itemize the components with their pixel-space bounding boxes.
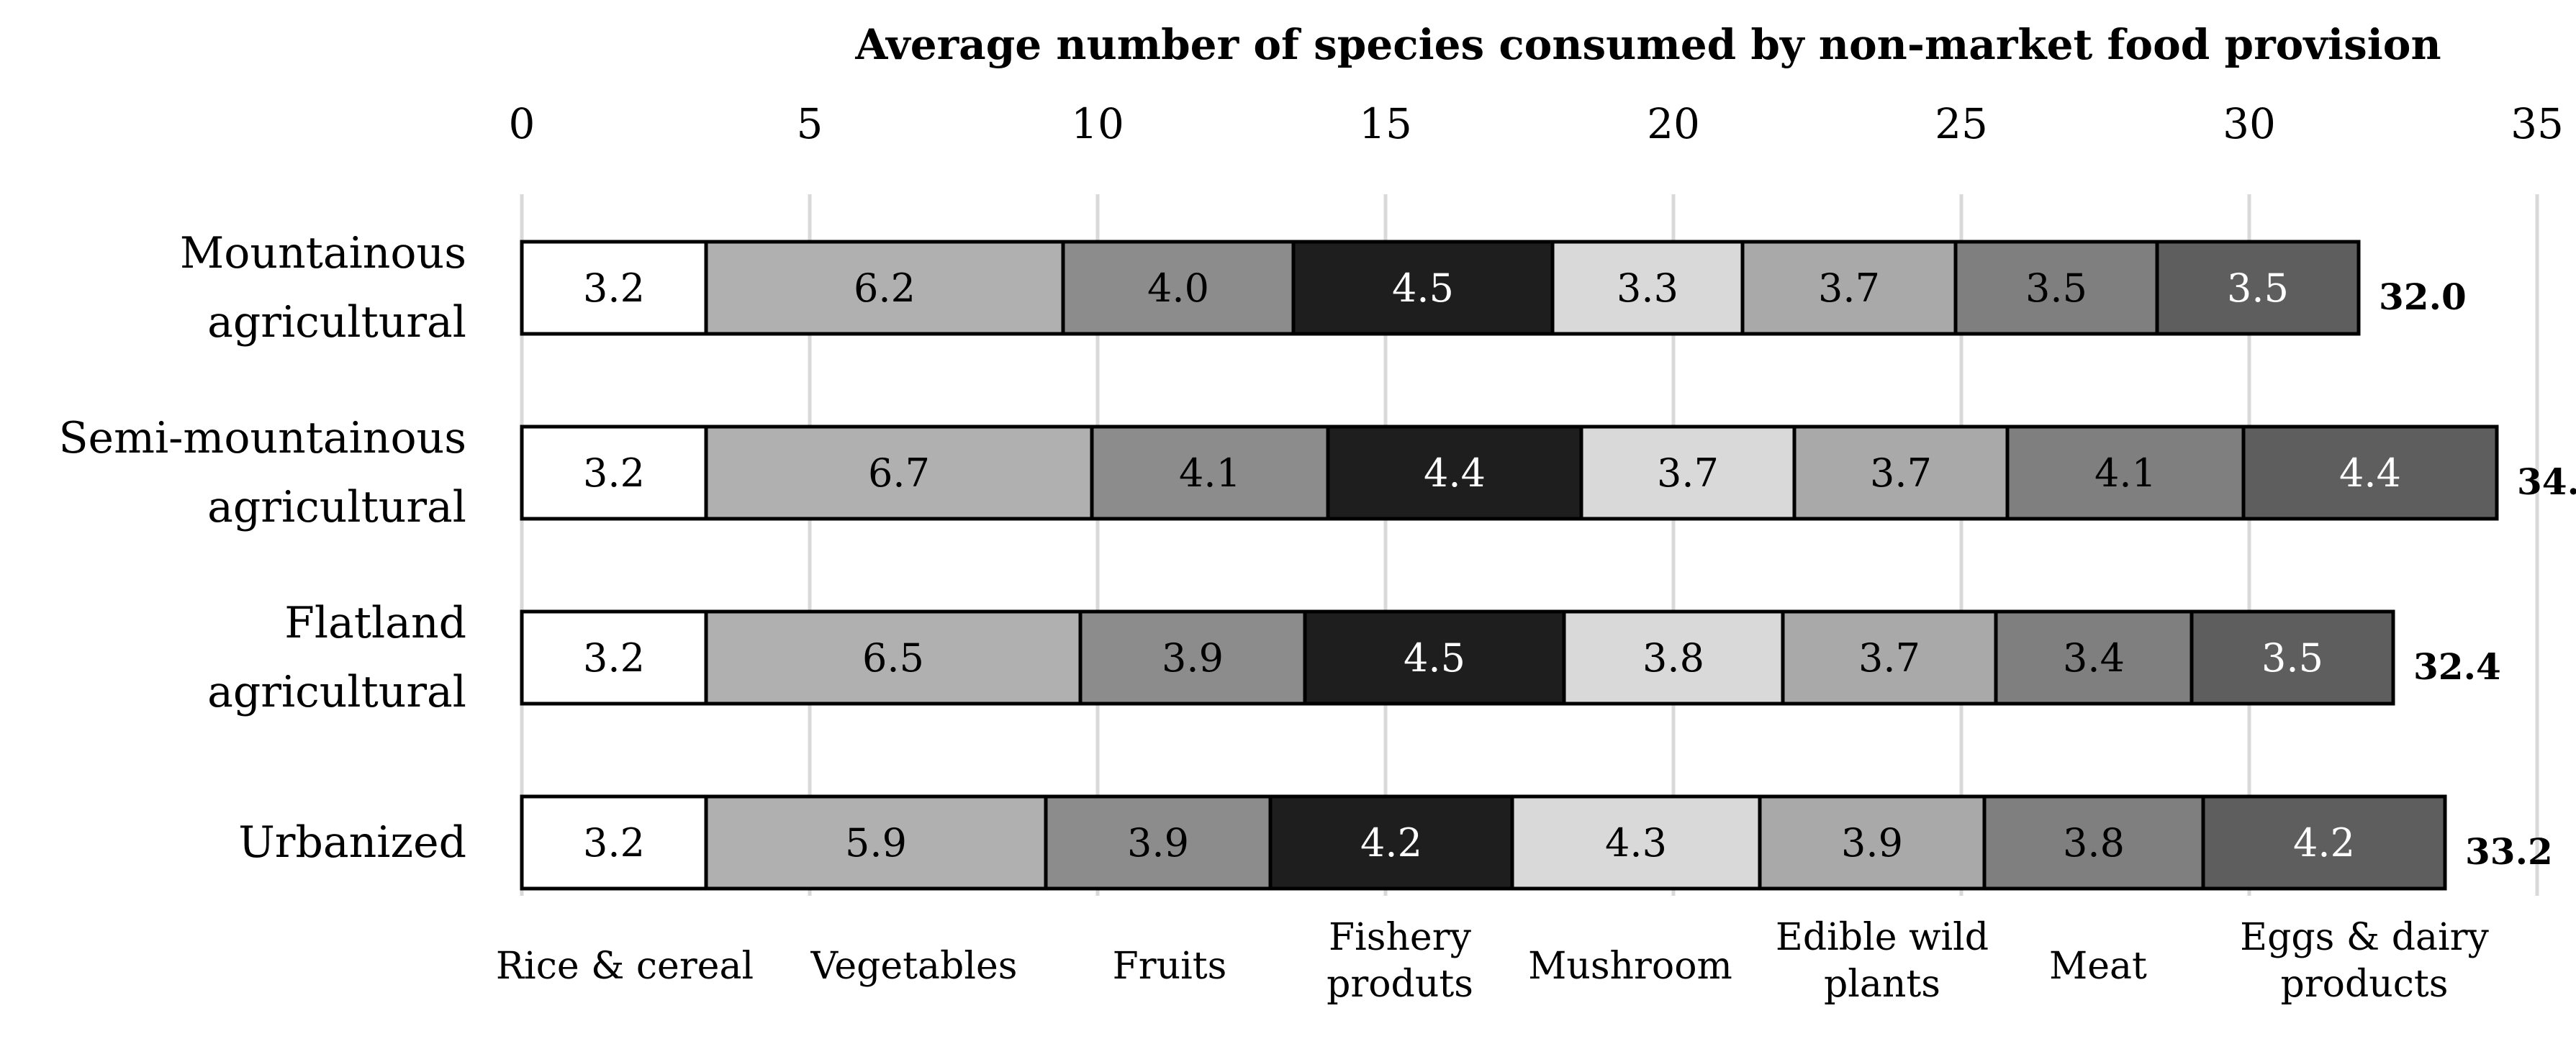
data-label-0-7: 3.5: [2227, 265, 2289, 311]
x-tick-label-20: 20: [1647, 99, 1700, 148]
data-label-1-3: 4.4: [1424, 450, 1486, 496]
bar-segment-2-1: [704, 609, 1083, 706]
data-label-1-2: 4.1: [1179, 450, 1241, 496]
data-label-2-7: 3.5: [2261, 635, 2323, 681]
data-label-0-3: 4.5: [1392, 265, 1454, 311]
data-label-0-1: 6.2: [854, 265, 916, 311]
data-label-0-4: 3.3: [1617, 265, 1678, 311]
data-label-1-5: 3.7: [1870, 450, 1932, 496]
data-label-2-6: 3.4: [2063, 635, 2125, 681]
total-label-1: 34.2: [2517, 460, 2576, 503]
bar-group-1: 3.2 6.7 4.1 4.4 3.7 3.7 4.1 4.4 34.2: [520, 425, 2576, 521]
data-label-0-6: 3.5: [2025, 265, 2087, 311]
data-label-1-7: 4.4: [2339, 450, 2401, 496]
bar-segment-1-0: [520, 425, 708, 521]
total-label-3: 33.2: [2465, 830, 2553, 873]
total-label-0: 32.0: [2379, 276, 2467, 318]
bar-segment-3-1: [704, 794, 1048, 891]
x-tick-label-0: 0: [509, 99, 535, 148]
x-tick-label-25: 25: [1935, 99, 1988, 148]
x-axis-ticks: 0 5 10 15 20 25 30 35: [509, 99, 2564, 148]
legend-label-3-0: Fishery: [1329, 916, 1472, 959]
legend-label-5-1: plants: [1824, 963, 1940, 1006]
legend: Rice & cereal Vegetables FruitsFisheryprod…: [496, 916, 2490, 1006]
legend-label-5-0: Edible wild: [1776, 916, 1989, 959]
bar-segment-0-1: [704, 240, 1065, 336]
bar-group-2: 3.2 6.5 3.9 4.5 3.8 3.7 3.4 3.5 32.4: [520, 609, 2501, 706]
data-label-2-0: 3.2: [583, 635, 645, 681]
data-label-2-4: 3.8: [1642, 635, 1704, 681]
x-tick-label-15: 15: [1359, 99, 1412, 148]
bar-segment-2-6: [1994, 609, 2194, 706]
data-label-3-3: 4.2: [1360, 820, 1422, 866]
data-label-1-0: 3.2: [583, 450, 645, 496]
x-tick-label-5: 5: [797, 99, 823, 148]
bar-segment-0-5: [1740, 240, 1958, 336]
bar-segment-2-7: [2189, 609, 2395, 706]
data-label-3-1: 5.9: [845, 820, 907, 866]
bar-segment-3-6: [1982, 794, 2205, 891]
data-label-3-6: 3.8: [2063, 820, 2125, 866]
bar-segment-2-5: [1781, 609, 1998, 706]
category-labels: Mountainous agricultural Semi-mountainous a…: [58, 228, 466, 868]
bar-segment-3-0: [520, 794, 708, 891]
total-label-2: 32.4: [2413, 645, 2501, 688]
data-label-3-7: 4.2: [2293, 820, 2355, 866]
bar-segment-1-4: [1579, 425, 1797, 521]
data-label-3-2: 3.9: [1127, 820, 1189, 866]
data-label-1-6: 4.1: [2094, 450, 2156, 496]
bar-segment-3-4: [1510, 794, 1762, 891]
bar-segment-3-3: [1268, 794, 1514, 891]
bar-segment-1-6: [2005, 425, 2246, 521]
data-label-2-1: 6.5: [862, 635, 924, 681]
category-label-1-0: Semi-mountainous: [58, 413, 466, 463]
bar-segment-1-3: [1326, 425, 1583, 521]
legend-label-7-1: products: [2281, 963, 2449, 1006]
bar-segment-2-2: [1078, 609, 1307, 706]
category-label-2-0: Flatland: [284, 598, 466, 648]
bar-group-3: 3.2 5.9 3.9 4.2 4.3 3.9 3.8 4.2 33.2: [520, 794, 2553, 891]
x-tick-label-10: 10: [1071, 99, 1124, 148]
legend-label-2-0: Fruits: [1113, 945, 1227, 988]
category-label-1-1: agricultural: [207, 482, 466, 532]
bar-segment-3-2: [1044, 794, 1273, 891]
category-label-0-0: Mountainous: [180, 228, 466, 278]
legend-label-6-0: Meat: [2049, 945, 2147, 988]
category-label-2-1: agricultural: [207, 667, 466, 717]
data-label-3-4: 4.3: [1605, 820, 1667, 866]
data-label-2-5: 3.7: [1858, 635, 1920, 681]
bar-segment-0-0: [520, 240, 708, 336]
data-label-0-5: 3.7: [1818, 265, 1880, 311]
legend-label-1-0: Vegetables: [810, 945, 1018, 988]
bar-segment-3-7: [2201, 794, 2447, 891]
bar-segment-1-5: [1792, 425, 2010, 521]
bar-segment-1-7: [2241, 425, 2499, 521]
data-label-1-4: 3.7: [1657, 450, 1719, 496]
data-label-2-3: 4.5: [1404, 635, 1465, 681]
legend-label-3-1: produts: [1327, 963, 1473, 1006]
data-label-3-5: 3.9: [1841, 820, 1903, 866]
bar-segment-0-6: [1953, 240, 2159, 336]
data-label-0-2: 4.0: [1147, 265, 1209, 311]
legend-label-0-0: Rice & cereal: [496, 945, 754, 988]
legend-label-4-0: Mushroom: [1528, 945, 1732, 988]
bars: 3.2 6.2 4.0 4.5 3.3 3.7 3.5 3.5 32.0 3.2 6.7 4.1 4.4…: [520, 240, 2576, 891]
category-label-0-1: agricultural: [207, 297, 466, 348]
chart-title: Average number of species consumed by no…: [854, 20, 2441, 69]
bar-group-0: 3.2 6.2 4.0 4.5 3.3 3.7 3.5 3.5 32.0: [520, 240, 2467, 336]
category-label-3-0: Urbanized: [238, 817, 466, 868]
bar-segment-2-0: [520, 609, 708, 706]
x-tick-label-35: 35: [2511, 99, 2564, 148]
data-label-2-2: 3.9: [1162, 635, 1224, 681]
bar-segment-2-3: [1303, 609, 1566, 706]
bar-segment-1-2: [1090, 425, 1330, 521]
bar-segment-3-5: [1758, 794, 1987, 891]
x-tick-label-30: 30: [2223, 99, 2276, 148]
data-label-3-0: 3.2: [583, 820, 645, 866]
bar-segment-0-7: [2155, 240, 2361, 336]
data-label-0-0: 3.2: [583, 265, 645, 311]
data-label-1-1: 6.7: [868, 450, 930, 496]
legend-label-7-0: Eggs & dairy: [2240, 916, 2489, 959]
